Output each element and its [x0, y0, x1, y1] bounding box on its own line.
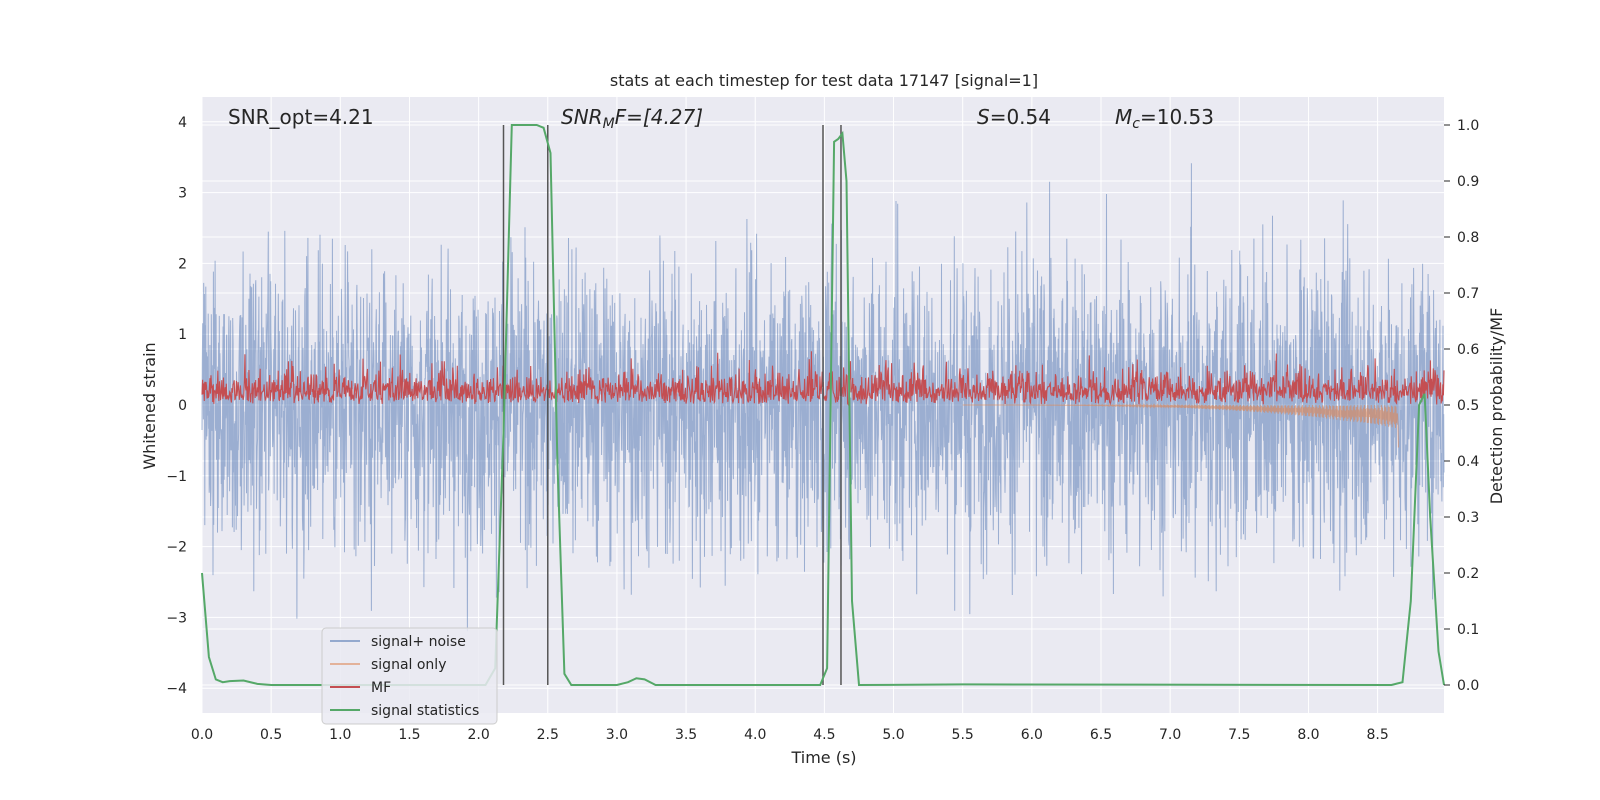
x-tick-label: 6.5 — [1090, 727, 1112, 743]
x-tick-label: 4.5 — [813, 727, 835, 743]
legend-label-signal-statistics: signal statistics — [371, 703, 479, 719]
y-right-tick-label: 0.8 — [1457, 230, 1479, 246]
legend-box — [321, 627, 498, 725]
snr-opt-annotation: SNR_opt=4.21 — [228, 105, 374, 129]
y-left-tick-label: −3 — [166, 610, 187, 626]
x-tick-label: 1.0 — [329, 727, 351, 743]
y-right-tick-label: 0.7 — [1457, 286, 1479, 302]
y-left-tick-label: −2 — [166, 540, 187, 556]
y-right-tick-label: 1.0 — [1457, 118, 1479, 134]
legend-label-mf: MF — [371, 680, 391, 696]
x-tick-label: 2.0 — [467, 727, 489, 743]
y-right-tick-labels: 1.0 0.9 0.8 0.7 0.6 0.5 0.4 0.3 0.2 0.1 0.0 — [1444, 118, 1479, 694]
y-right-tick-label: 0.4 — [1457, 454, 1479, 470]
chart-title: stats at each timestep for test data 171… — [610, 71, 1038, 90]
y-left-tick-label: 1 — [178, 327, 187, 343]
x-tick-label: 1.5 — [398, 727, 420, 743]
y-left-tick-label: 0 — [178, 398, 187, 414]
snr-mf-rest: F=[4.27] — [615, 105, 703, 129]
x-tick-label: 8.0 — [1297, 727, 1319, 743]
signal-statistics-layer — [201, 124, 1445, 687]
x-tick-label: 7.0 — [1159, 727, 1181, 743]
signal-only-line — [962, 403, 1399, 448]
mc-sub: c — [1132, 116, 1140, 132]
y-left-tick-label: 4 — [178, 115, 187, 131]
legend: signal+ noise signal only MF signal stat… — [321, 627, 498, 725]
x-axis-label: Time (s) — [790, 748, 856, 767]
x-tick-label: 5.5 — [952, 727, 974, 743]
x-tick-label: 3.5 — [675, 727, 697, 743]
signal-statistics-line — [201, 124, 1445, 687]
s-annotation: S=0.54 — [977, 105, 1051, 129]
x-tick-label: 6.0 — [1021, 727, 1043, 743]
x-tick-label: 0.5 — [260, 727, 282, 743]
y-right-tick-label: 0.9 — [1457, 174, 1479, 190]
y-right-tick-label: 0.6 — [1457, 342, 1479, 358]
y-left-tick-label: 3 — [178, 186, 187, 202]
x-tick-label: 4.0 — [744, 727, 766, 743]
x-tick-label: 7.5 — [1228, 727, 1250, 743]
x-tick-label: 2.5 — [537, 727, 559, 743]
x-tick-labels: 0.0 0.5 1.0 1.5 2.0 2.5 3.0 3.5 4.0 4.5 5.0 5.5 6.0 6… — [191, 727, 1389, 743]
y-left-tick-labels: 4 3 2 1 0 −1 −2 −3 −4 — [166, 115, 187, 697]
y-right-tick-label: 0.2 — [1457, 566, 1479, 582]
x-tick-label: 3.0 — [606, 727, 628, 743]
signal-only-layer — [962, 403, 1399, 448]
x-tick-label: 0.0 — [191, 727, 213, 743]
y-right-tick-label: 0.5 — [1457, 398, 1479, 414]
x-tick-label: 5.0 — [882, 727, 904, 743]
y-right-tick-label: 0.0 — [1457, 678, 1479, 694]
legend-label-signal-noise: signal+ noise — [371, 634, 466, 650]
y-right-tick-label: 0.3 — [1457, 510, 1479, 526]
s-rest: =0.54 — [990, 105, 1051, 129]
y-left-tick-label: 2 — [178, 256, 187, 272]
snr-mf-sub: M — [603, 116, 615, 132]
y-right-axis-label: Detection probability/MF — [1487, 308, 1506, 505]
mc-annotation: Mc=10.53 — [1115, 105, 1214, 132]
snr-mf-main: SNR — [561, 105, 603, 129]
snr-mf-annotation: SNRMF=[4.27] — [561, 105, 703, 132]
y-left-axis-label: Whitened strain — [140, 342, 159, 469]
mc-rest: =10.53 — [1140, 105, 1214, 129]
x-tick-label: 8.5 — [1366, 727, 1388, 743]
mc-main: M — [1115, 105, 1132, 129]
s-main: S — [977, 105, 990, 129]
y-left-tick-label: −1 — [166, 469, 187, 485]
y-right-tick-label: 0.1 — [1457, 622, 1479, 638]
legend-label-signal-only: signal only — [371, 657, 446, 673]
y-left-tick-label: −4 — [166, 681, 187, 697]
